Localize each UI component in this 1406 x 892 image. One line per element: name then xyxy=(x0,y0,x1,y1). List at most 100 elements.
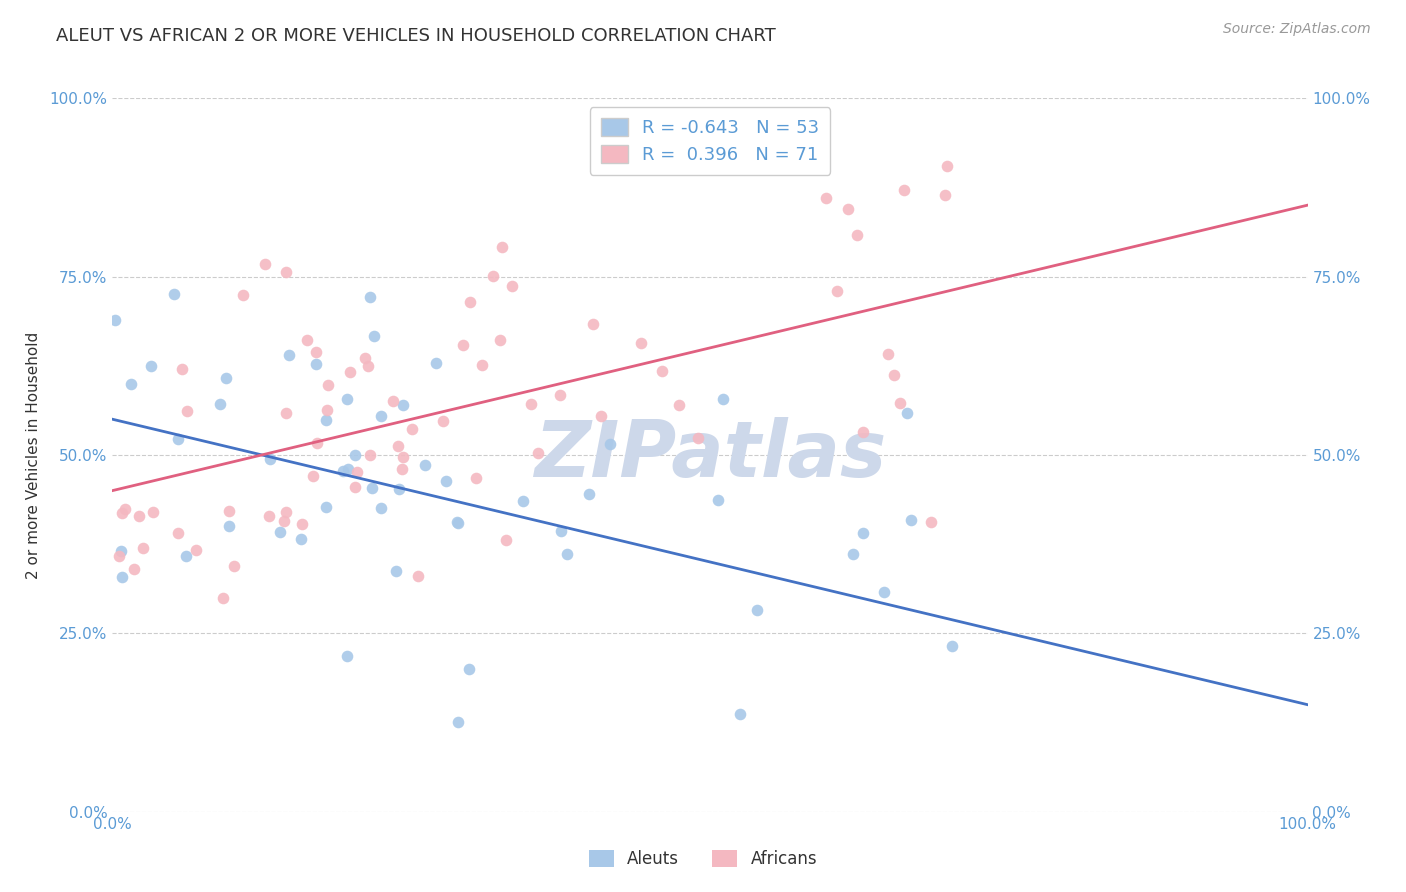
Point xyxy=(873,585,896,599)
Point xyxy=(257,509,280,524)
Point xyxy=(495,533,517,548)
Point xyxy=(222,558,245,573)
Point xyxy=(401,422,423,436)
Point xyxy=(307,436,329,450)
Point xyxy=(434,475,457,489)
Point xyxy=(176,403,198,417)
Point xyxy=(889,395,911,409)
Point xyxy=(259,452,281,467)
Point xyxy=(174,549,197,563)
Text: Source: ZipAtlas.com: Source: ZipAtlas.com xyxy=(1223,22,1371,37)
Point xyxy=(728,707,751,722)
Point xyxy=(363,328,385,343)
Point xyxy=(302,469,325,483)
Point xyxy=(825,284,848,298)
Point xyxy=(142,505,165,519)
Point xyxy=(668,398,690,412)
Point xyxy=(688,431,710,445)
Point xyxy=(163,287,186,301)
Point xyxy=(184,543,207,558)
Point xyxy=(131,541,153,556)
Point xyxy=(550,524,572,538)
Point xyxy=(387,439,409,453)
Point xyxy=(413,458,436,472)
Point xyxy=(582,317,605,331)
Point xyxy=(447,714,470,729)
Point xyxy=(489,333,512,347)
Point xyxy=(589,409,612,424)
Point xyxy=(295,333,318,347)
Point xyxy=(458,294,481,309)
Point xyxy=(841,547,863,561)
Point xyxy=(548,388,571,402)
Point xyxy=(253,257,276,271)
Text: ZIPatlas: ZIPatlas xyxy=(534,417,886,493)
Point xyxy=(218,504,240,518)
Point xyxy=(336,392,359,406)
Y-axis label: 2 or more Vehicles in Household: 2 or more Vehicles in Household xyxy=(27,331,41,579)
Point xyxy=(170,362,193,376)
Point xyxy=(432,414,454,428)
Point xyxy=(215,371,238,385)
Point xyxy=(359,290,381,304)
Point xyxy=(111,570,134,584)
Point xyxy=(876,347,898,361)
Point xyxy=(711,392,734,406)
Point xyxy=(332,464,354,478)
Point xyxy=(385,564,408,578)
Point xyxy=(900,513,922,527)
Point xyxy=(599,437,621,451)
Point xyxy=(110,506,132,520)
Point xyxy=(578,487,600,501)
Point xyxy=(893,183,915,197)
Point xyxy=(845,227,868,242)
Point xyxy=(896,406,918,420)
Text: ALEUT VS AFRICAN 2 OR MORE VEHICLES IN HOUSEHOLD CORRELATION CHART: ALEUT VS AFRICAN 2 OR MORE VEHICLES IN H… xyxy=(56,27,776,45)
Point xyxy=(814,191,837,205)
Point xyxy=(491,240,513,254)
Point xyxy=(520,397,543,411)
Point xyxy=(453,338,475,352)
Point xyxy=(232,288,254,302)
Point xyxy=(457,662,479,676)
Point xyxy=(274,505,297,519)
Point xyxy=(166,526,188,541)
Point xyxy=(277,348,299,362)
Point xyxy=(336,462,359,476)
Point xyxy=(316,403,339,417)
Point xyxy=(391,462,413,476)
Point xyxy=(120,376,142,391)
Point xyxy=(941,639,963,653)
Legend: R = -0.643   N = 53, R =  0.396   N = 71: R = -0.643 N = 53, R = 0.396 N = 71 xyxy=(591,107,830,175)
Point xyxy=(361,481,384,495)
Point xyxy=(512,493,534,508)
Point xyxy=(339,366,361,380)
Point xyxy=(305,357,328,371)
Point xyxy=(382,393,405,408)
Point xyxy=(446,515,468,529)
Point xyxy=(464,471,486,485)
Legend: Aleuts, Africans: Aleuts, Africans xyxy=(582,843,824,875)
Point xyxy=(273,514,295,528)
Point xyxy=(392,398,415,412)
Point xyxy=(630,335,652,350)
Point xyxy=(936,160,959,174)
Point xyxy=(425,356,447,370)
Point xyxy=(114,501,136,516)
Point xyxy=(343,480,366,494)
Point xyxy=(837,202,859,216)
Point xyxy=(501,279,523,293)
Point xyxy=(745,603,768,617)
Point xyxy=(852,526,875,541)
Point xyxy=(920,515,942,529)
Point xyxy=(315,500,337,514)
Point xyxy=(526,446,548,460)
Point xyxy=(392,450,415,464)
Point xyxy=(167,432,190,446)
Point xyxy=(305,345,328,359)
Point xyxy=(359,448,381,462)
Point xyxy=(354,351,377,366)
Point xyxy=(883,368,905,382)
Point xyxy=(124,562,146,576)
Point xyxy=(290,532,312,546)
